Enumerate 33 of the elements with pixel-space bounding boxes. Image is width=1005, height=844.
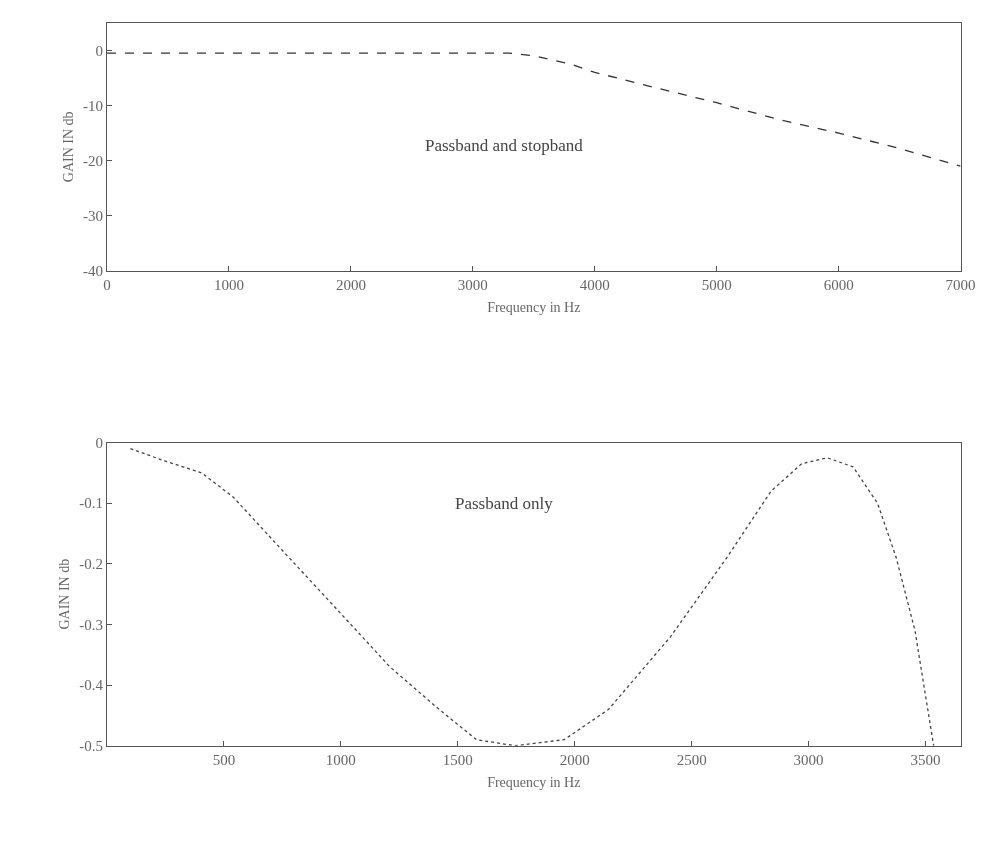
x-tick-label: 7000	[945, 276, 976, 293]
y-axis-title: GAIN IN db	[56, 558, 72, 630]
y-tick-label: -40	[83, 263, 104, 280]
y-tick-label: -0.1	[79, 495, 104, 512]
x-tick-label: 6000	[823, 276, 854, 293]
x-tick-label: 4000	[579, 276, 610, 293]
x-tick-label: 3500	[910, 751, 941, 768]
y-tick-label: -10	[83, 97, 104, 114]
x-tick-label: 500	[212, 751, 236, 768]
y-tick-label: 0	[95, 42, 104, 59]
annotation: Passband only	[455, 494, 554, 513]
x-tick-label: 2000	[335, 276, 366, 293]
y-tick-label: 0	[95, 434, 104, 451]
x-tick-label: 2500	[676, 751, 707, 768]
y-tick-label: -0.3	[79, 616, 104, 633]
line-series	[107, 52, 961, 167]
y-tick-label: -0.4	[79, 677, 104, 694]
y-axis-title: GAIN IN db	[60, 111, 76, 183]
line-series	[129, 448, 935, 746]
x-tick-label: 3000	[793, 751, 824, 768]
x-axis-title: Frequency in Hz	[487, 300, 581, 316]
x-tick-label: 1000	[213, 276, 244, 293]
y-tick-label: -30	[83, 208, 104, 225]
x-tick-label: 2000	[559, 751, 590, 768]
y-tick-label: -0.5	[79, 737, 104, 754]
x-tick-label: 5000	[701, 276, 732, 293]
x-tick-label: 1500	[442, 751, 473, 768]
x-tick-label: 1000	[325, 751, 356, 768]
y-tick-label: -20	[83, 152, 104, 169]
x-tick-label: 3000	[457, 276, 488, 293]
annotation: Passband and stopband	[425, 136, 584, 155]
y-tick-label: -0.2	[79, 556, 104, 573]
x-axis-title: Frequency in Hz	[487, 775, 581, 791]
